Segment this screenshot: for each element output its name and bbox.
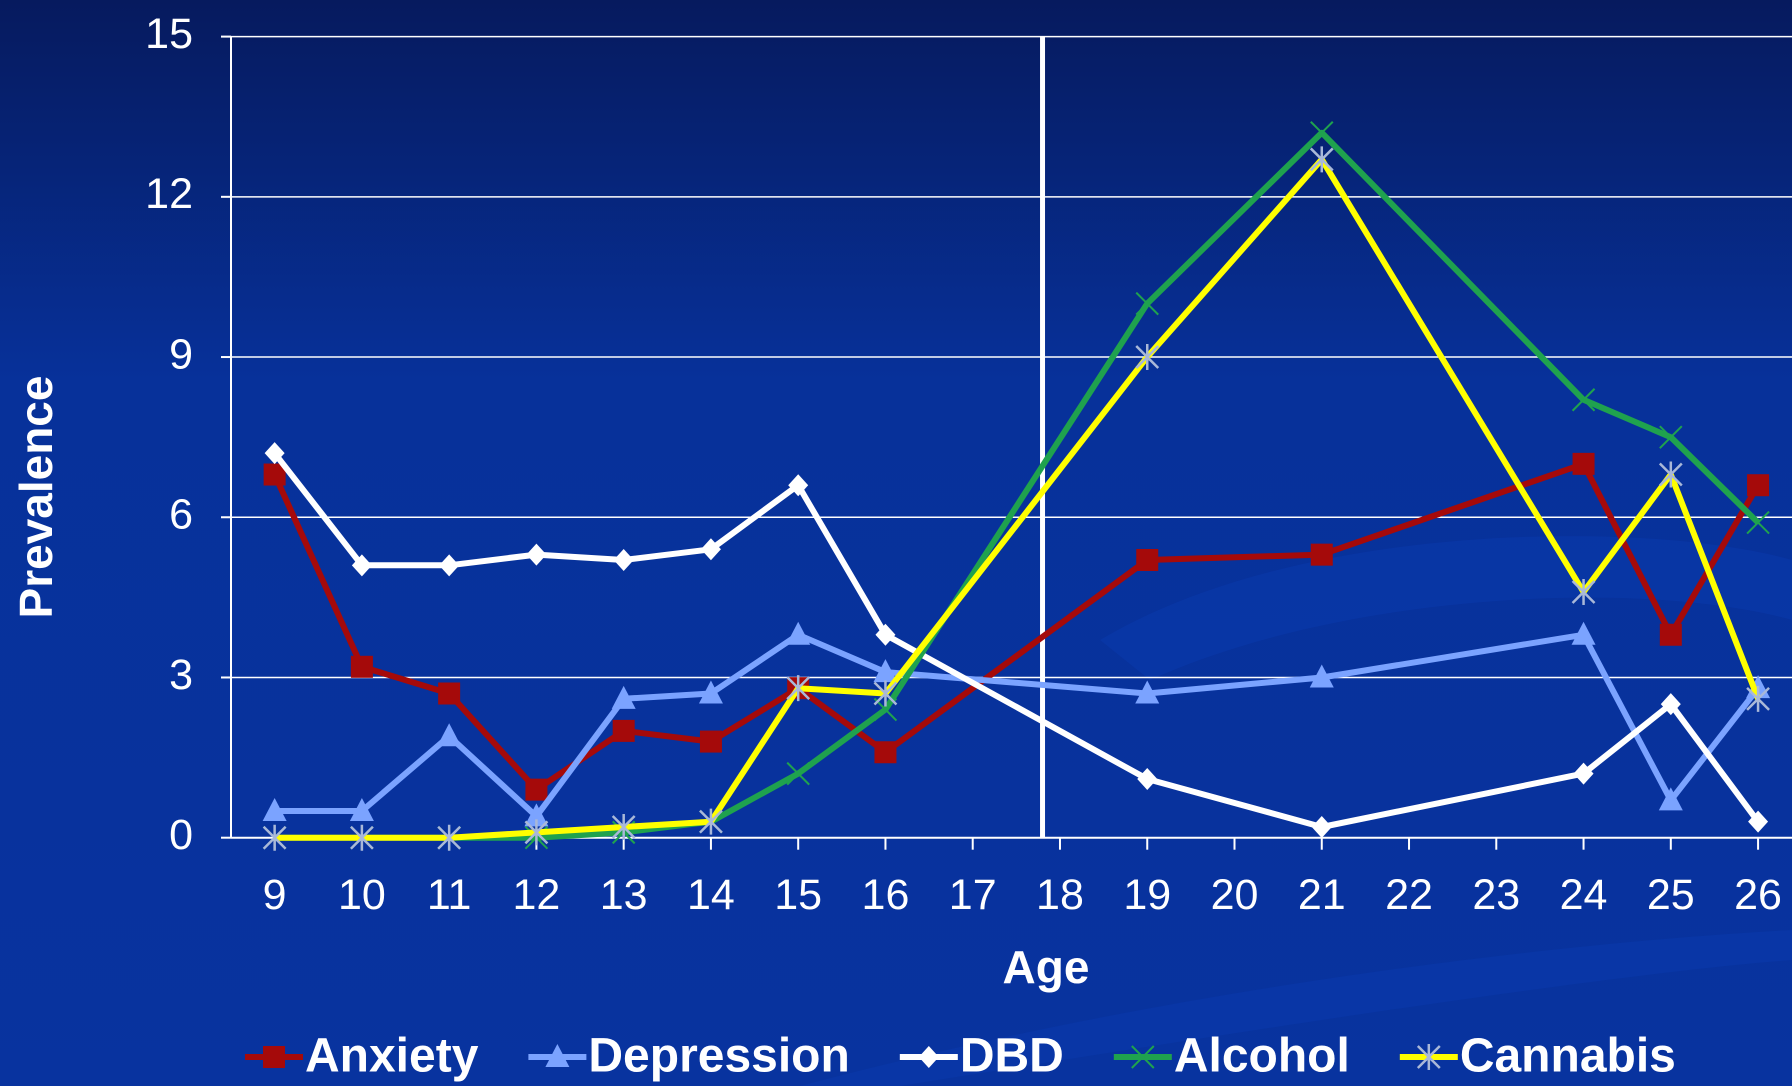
marker xyxy=(786,761,810,786)
marker xyxy=(873,680,898,707)
x-tick-label: 19 xyxy=(1123,871,1171,919)
marker xyxy=(700,538,721,561)
y-tick-label: 6 xyxy=(169,491,193,539)
x-tick-label: 12 xyxy=(512,871,560,919)
marker xyxy=(1310,543,1333,566)
marker xyxy=(873,659,898,683)
marker xyxy=(699,808,723,835)
y-tick-label: 3 xyxy=(169,651,193,699)
decoration xyxy=(800,930,1792,1086)
marker xyxy=(1659,623,1682,646)
marker xyxy=(1746,510,1770,535)
legend-marker xyxy=(1416,1044,1441,1070)
x-tick-label: 16 xyxy=(862,871,910,919)
marker xyxy=(1748,810,1769,833)
marker xyxy=(438,682,461,705)
legend-label: Anxiety xyxy=(305,1030,479,1083)
marker xyxy=(1309,146,1334,173)
x-tick-label: 25 xyxy=(1647,871,1695,919)
x-axis-title: Age xyxy=(1003,941,1090,993)
marker xyxy=(262,824,287,851)
legend-label: Depression xyxy=(588,1030,849,1083)
marker xyxy=(786,675,811,702)
x-tick-label: 17 xyxy=(949,871,997,919)
marker xyxy=(1659,425,1683,449)
x-tick-label: 9 xyxy=(263,871,287,919)
y-tick-label: 0 xyxy=(169,811,193,859)
marker xyxy=(1658,787,1683,811)
legend-label: Cannabis xyxy=(1460,1030,1676,1083)
legend-marker xyxy=(918,1046,939,1068)
x-tick-label: 23 xyxy=(1472,871,1520,919)
x-tick-label: 22 xyxy=(1385,871,1433,919)
marker xyxy=(350,655,373,678)
x-tick-label: 11 xyxy=(427,871,472,919)
legend-marker xyxy=(1131,1045,1155,1069)
marker xyxy=(524,803,549,827)
x-tick-label: 20 xyxy=(1211,871,1259,919)
legend-marker xyxy=(263,1046,285,1068)
x-tick-label: 13 xyxy=(600,871,648,919)
marker xyxy=(1746,685,1770,712)
y-axis-title: Prevalence xyxy=(10,376,62,619)
marker xyxy=(525,778,548,801)
marker xyxy=(786,621,811,645)
marker xyxy=(1571,388,1596,412)
marker xyxy=(875,623,896,646)
marker xyxy=(613,548,634,571)
marker xyxy=(698,680,723,704)
marker xyxy=(439,554,460,577)
marker xyxy=(1137,767,1158,790)
marker xyxy=(1658,461,1683,488)
marker xyxy=(788,474,809,497)
x-tick-label: 26 xyxy=(1734,871,1782,919)
x-tick-label: 18 xyxy=(1036,871,1084,919)
marker xyxy=(1747,474,1770,497)
marker xyxy=(437,723,462,747)
marker xyxy=(264,442,285,465)
x-tick-label: 21 xyxy=(1298,871,1346,919)
legend-label: DBD xyxy=(960,1030,1064,1083)
marker xyxy=(1135,680,1160,704)
marker xyxy=(263,463,286,486)
x-tick-label: 15 xyxy=(774,871,822,919)
marker xyxy=(1309,664,1334,688)
marker xyxy=(526,543,547,566)
marker xyxy=(1135,291,1159,316)
marker xyxy=(524,819,549,846)
x-tick-label: 14 xyxy=(687,871,735,919)
marker xyxy=(1573,762,1594,785)
decoration xyxy=(1100,536,1792,680)
marker xyxy=(1571,579,1596,606)
y-tick-label: 12 xyxy=(145,170,193,218)
x-tick-label: 24 xyxy=(1560,871,1608,919)
marker xyxy=(874,741,897,764)
y-tick-label: 15 xyxy=(145,10,193,58)
legend-marker xyxy=(545,1044,570,1067)
marker xyxy=(350,824,374,851)
y-tick-label: 9 xyxy=(169,330,193,378)
marker xyxy=(1310,121,1334,145)
marker xyxy=(699,730,722,753)
marker xyxy=(611,685,636,709)
marker xyxy=(1571,621,1596,645)
marker xyxy=(351,554,372,577)
marker xyxy=(262,797,287,821)
marker xyxy=(1136,548,1159,571)
marker xyxy=(612,719,635,742)
marker xyxy=(437,824,462,851)
marker xyxy=(1135,344,1160,371)
marker xyxy=(1572,452,1595,475)
marker xyxy=(1660,693,1681,716)
legend-label: Alcohol xyxy=(1174,1030,1350,1083)
marker xyxy=(611,814,636,841)
marker xyxy=(349,797,374,821)
marker xyxy=(1311,816,1332,839)
x-tick-label: 10 xyxy=(338,871,386,919)
